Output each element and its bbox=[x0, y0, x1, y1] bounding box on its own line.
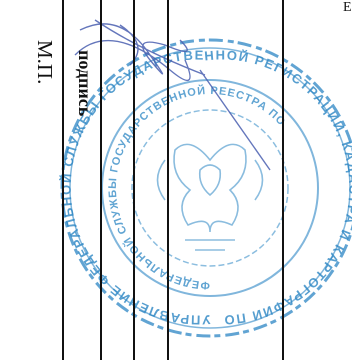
stamp-place-label: М.П. bbox=[33, 40, 57, 85]
edge-text-fragment: Е bbox=[343, 0, 352, 15]
table-rule-4 bbox=[167, 0, 169, 360]
table-rule-3 bbox=[133, 0, 135, 360]
table-rule-5 bbox=[282, 0, 284, 360]
stamp-emblem bbox=[156, 143, 264, 251]
table-rule-2 bbox=[100, 0, 102, 360]
table-rule-1 bbox=[62, 0, 64, 360]
signature-label: подпись bbox=[75, 50, 95, 117]
